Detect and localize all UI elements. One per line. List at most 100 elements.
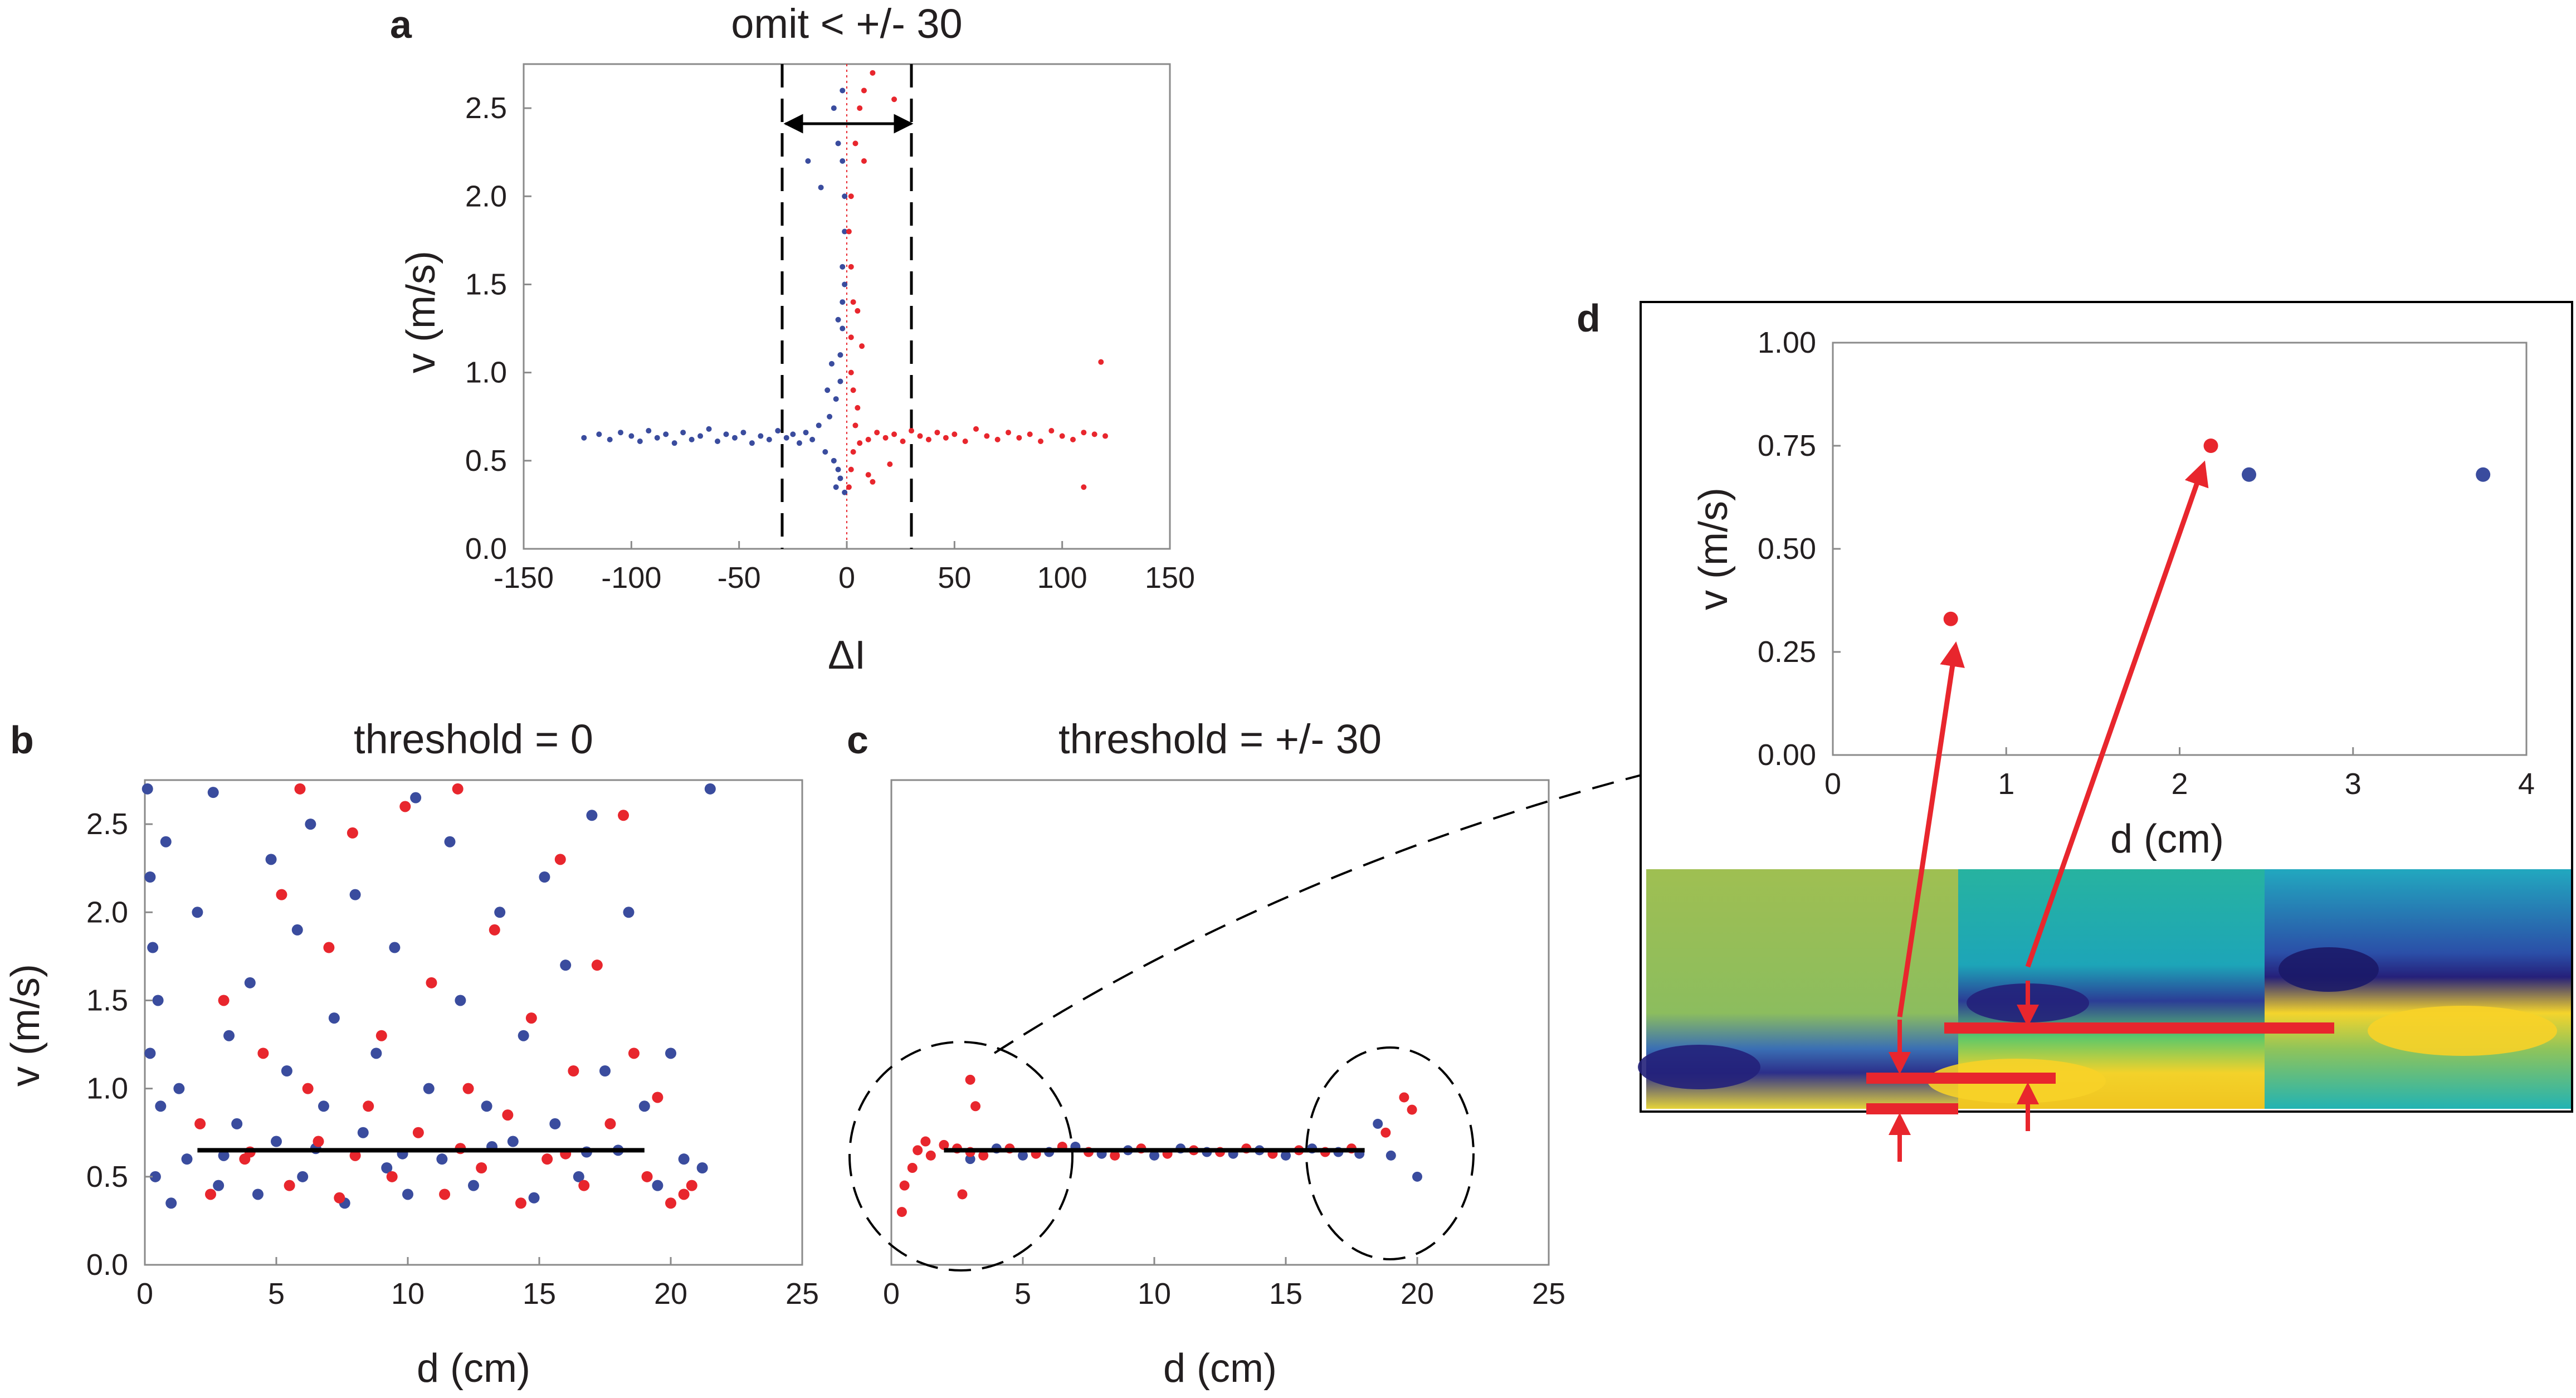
- data-point-red: [412, 1127, 424, 1138]
- data-point-red: [855, 308, 861, 314]
- data-point-red: [386, 1171, 398, 1182]
- data-point-red: [925, 436, 931, 442]
- panel-d: d 0 1 2 3 4 0.00 0.25 0.50 0.75 1.00 v (m/s) d (c…: [1577, 296, 2573, 1162]
- data-point-blue: [402, 1188, 413, 1200]
- data-point-red: [994, 436, 1001, 442]
- data-point-red: [970, 1101, 981, 1112]
- x-tick-label-b: 20: [654, 1277, 687, 1311]
- y-tick-label-b: 0.0: [86, 1248, 128, 1282]
- data-point-red: [515, 1197, 526, 1209]
- x-tick-label-b: 0: [136, 1277, 153, 1311]
- data-point-blue: [297, 1171, 309, 1182]
- data-point-blue: [842, 228, 848, 235]
- data-point-blue: [147, 942, 159, 953]
- y-tick-label-d: 0.00: [1758, 738, 1816, 772]
- data-point-red: [870, 70, 876, 76]
- data-point-red: [850, 449, 856, 455]
- plot-frame-c: [890, 779, 1550, 1266]
- x-tick-label-a: -100: [601, 561, 661, 595]
- x-tick-label-c: 10: [1138, 1277, 1171, 1311]
- data-point-blue: [697, 433, 704, 439]
- data-point-red: [399, 801, 411, 812]
- data-point-red: [850, 387, 856, 393]
- data-point-red: [874, 430, 880, 436]
- data-point-red: [1380, 1127, 1391, 1138]
- data-point-blue: [816, 422, 822, 428]
- data-point-blue: [837, 475, 843, 481]
- data-point-blue: [586, 810, 598, 821]
- data-point-red: [1006, 430, 1011, 436]
- annotation-overlay: [1866, 460, 2334, 1162]
- y-tick-label-a: 0.5: [465, 444, 507, 478]
- data-point-blue: [775, 428, 781, 434]
- data-point-red: [887, 461, 893, 467]
- data-point-blue: [271, 1136, 282, 1147]
- data-point-blue: [494, 907, 506, 918]
- panel-a: a omit < +/- 30 -150 -100 -50 0 50 100 150 0.0 0…: [390, 1, 1195, 678]
- data-point-red: [861, 87, 867, 94]
- data-point-red: [848, 334, 854, 340]
- threshold-lines-a: [780, 64, 913, 549]
- data-point-blue: [468, 1180, 479, 1191]
- panel-label-c: c: [847, 718, 869, 762]
- data-point-blue: [244, 977, 256, 988]
- data-point-blue: [1018, 1150, 1028, 1161]
- y-tick-label-a: 1.5: [465, 267, 507, 301]
- data-point-red: [925, 1150, 936, 1161]
- data-point-red: [846, 228, 852, 235]
- points-c: [896, 1074, 1422, 1217]
- x-axis-label-c: d (cm): [1163, 1346, 1277, 1391]
- panel-b: b threshold = 0 0 5 10 15 20 25 0.0 0.5 1.0 1.5 2.…: [3, 716, 819, 1391]
- data-point-blue: [696, 1162, 708, 1173]
- data-point-red: [194, 1118, 206, 1129]
- plot-frame-b: [144, 779, 803, 1266]
- y-tick-label-b: 1.0: [86, 1072, 128, 1105]
- data-point-blue: [2476, 467, 2491, 482]
- data-point-blue: [1373, 1118, 1383, 1129]
- x-tick-label-a: 100: [1037, 561, 1087, 595]
- data-point-blue: [715, 439, 720, 445]
- y-tick-label-b: 2.5: [86, 807, 128, 841]
- data-point-red: [899, 1180, 910, 1191]
- data-point-blue: [965, 1154, 975, 1165]
- data-point-red: [846, 484, 852, 490]
- data-point-red: [848, 466, 854, 473]
- data-point-red: [284, 1180, 295, 1191]
- data-point-blue: [389, 942, 401, 953]
- annotation-arrow-2: [2025, 460, 2209, 968]
- heatmap-blob-5: [2368, 1006, 2557, 1056]
- data-point-blue: [822, 449, 828, 455]
- data-point-red: [462, 1083, 474, 1094]
- data-point-red: [913, 1145, 923, 1156]
- y-tick-label-a: 2.0: [465, 179, 507, 213]
- data-point-blue: [831, 457, 837, 464]
- y-tick-label-d: 0.75: [1758, 429, 1816, 462]
- x-tick-label-a: 150: [1145, 561, 1195, 595]
- data-point-blue: [381, 1162, 393, 1173]
- data-point-red: [920, 1136, 931, 1147]
- data-point-red: [917, 433, 923, 439]
- data-point-blue: [618, 430, 623, 436]
- data-point-blue: [436, 1153, 448, 1165]
- data-point-red: [865, 472, 871, 478]
- data-point-red: [882, 435, 889, 441]
- data-point-blue: [652, 1180, 663, 1191]
- data-point-blue: [828, 361, 835, 367]
- data-point-blue: [265, 854, 277, 865]
- data-point-red: [896, 1207, 907, 1217]
- heatmap-blob-1: [1638, 1045, 1760, 1089]
- data-point-red: [652, 1092, 663, 1103]
- data-point-red: [257, 1048, 269, 1059]
- data-point-blue: [481, 1100, 492, 1112]
- x-tick-label-c: 5: [1014, 1277, 1031, 1311]
- data-point-red: [218, 995, 230, 1006]
- data-point-blue: [291, 924, 303, 936]
- data-point-blue: [837, 352, 843, 358]
- y-tick-label-a: 0.0: [465, 532, 507, 566]
- data-point-blue: [740, 430, 747, 436]
- data-point-blue: [518, 1030, 529, 1041]
- data-point-red: [852, 140, 858, 147]
- data-point-blue: [155, 1100, 167, 1112]
- data-point-red: [489, 924, 500, 936]
